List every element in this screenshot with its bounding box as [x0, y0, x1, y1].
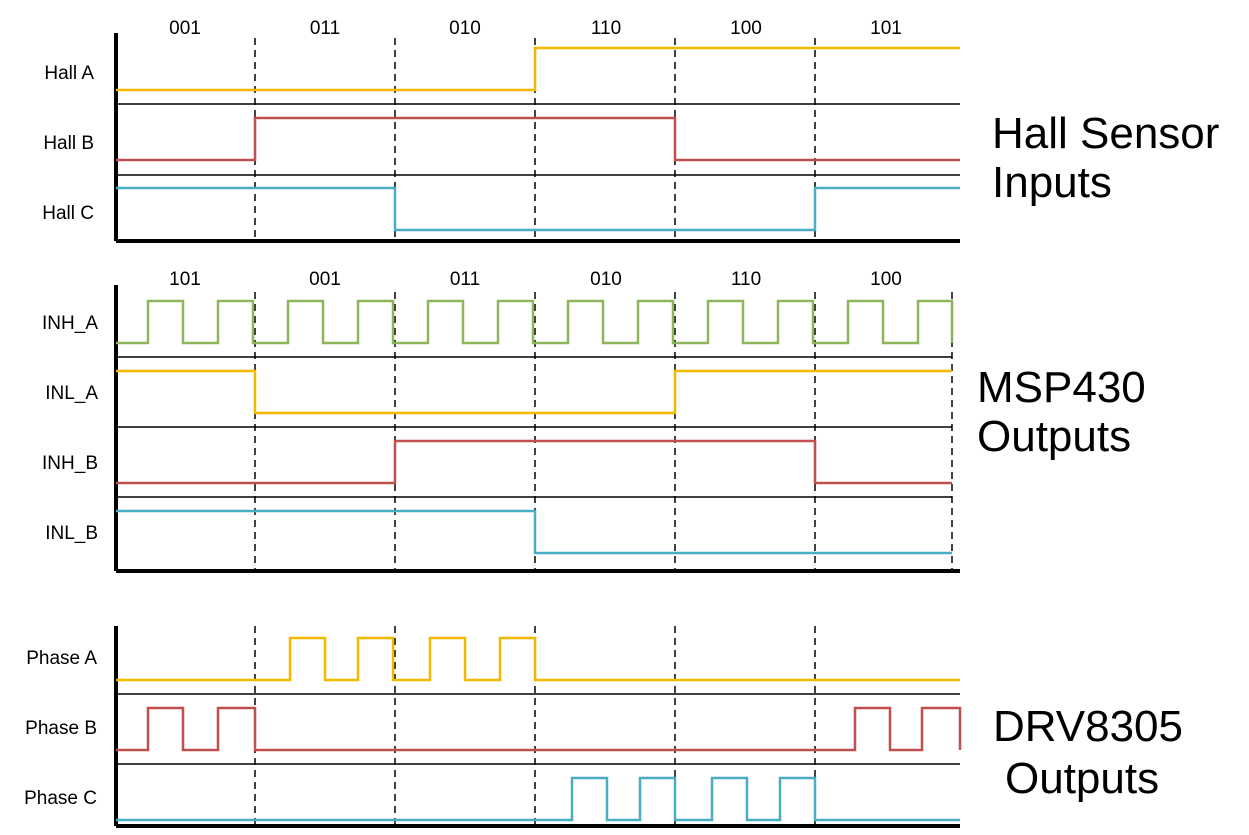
inh-a-label: INH_A — [42, 313, 98, 334]
inl-a-label: INL_A — [45, 383, 98, 404]
msp-group-title-line1: MSP430 — [977, 363, 1146, 412]
inh-a-wave — [116, 299, 954, 345]
hall-wave-3 — [116, 186, 960, 232]
inl-b-label: INL_B — [45, 523, 98, 544]
msp-code-5: 110 — [731, 269, 761, 290]
hall-group-title-line2: Inputs — [992, 158, 1112, 207]
inh-b-label: INH_B — [42, 453, 98, 474]
msp-code-1: 101 — [169, 269, 201, 290]
msp-code-6: 100 — [870, 269, 902, 290]
hall-code-6: 101 — [870, 18, 902, 39]
hall-code-1: 001 — [169, 18, 201, 39]
hall-a-label: Hall A — [44, 63, 94, 84]
phase-c-wave — [116, 776, 960, 822]
msp-group-title-line2: Outputs — [977, 412, 1131, 461]
waveforms — [114, 33, 962, 828]
hall-b-label: Hall B — [43, 133, 94, 154]
msp-wave-inl-b — [116, 509, 952, 555]
msp-code-3: 011 — [450, 269, 480, 290]
msp-code-4: 010 — [590, 269, 622, 290]
hall-code-2: 011 — [310, 18, 340, 39]
msp430-group: INH_A INL_A INH_B INL_B 101 001 011 010 … — [42, 269, 1146, 544]
drv8305-group: Phase A Phase B Phase C DRV8305 Outputs — [24, 648, 1183, 809]
msp-wave-inl-a — [116, 369, 952, 415]
hall-wave-2 — [116, 116, 960, 162]
phase-b-wave — [116, 706, 962, 752]
hall-code-5: 100 — [730, 18, 762, 39]
phase-a-label: Phase A — [26, 648, 97, 669]
hall-c-label: Hall C — [42, 203, 94, 224]
hall-sensor-group: Hall A Hall B Hall C 001 011 010 110 100… — [42, 18, 1219, 224]
drv-group-title-line1: DRV8305 — [993, 702, 1183, 751]
hall-group-title-line1: Hall Sensor — [992, 109, 1219, 158]
hall-wave-1 — [116, 46, 960, 92]
hall-code-4: 110 — [591, 18, 621, 39]
msp-wave-inh-b — [116, 439, 952, 485]
hall-code-3: 010 — [449, 18, 481, 39]
phase-c-label: Phase C — [24, 788, 97, 809]
drv-group-title-line2: Outputs — [1005, 754, 1159, 803]
phase-b-label: Phase B — [25, 718, 97, 739]
phase-a-wave — [116, 636, 960, 682]
msp-code-2: 001 — [309, 269, 341, 290]
